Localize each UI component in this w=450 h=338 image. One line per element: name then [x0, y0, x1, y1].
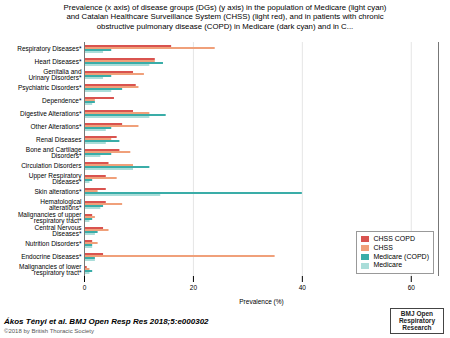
svg-text:Psychiatric Disorders*: Psychiatric Disorders* [18, 84, 82, 92]
html-text:Malignancies of upper: Malignancies of upper [17, 210, 82, 218]
svg-text:60: 60 [408, 284, 416, 291]
svg-text:20: 20 [190, 284, 198, 291]
svg-text:Other Alterations*: Other Alterations* [31, 123, 82, 130]
svg-text:Central NervousDiseases*: Central NervousDiseases* [35, 224, 83, 238]
svg-text:Respiratory Diseases*: Respiratory Diseases* [17, 45, 82, 53]
html-text:CHSS: CHSS [373, 243, 393, 251]
html-text:Medicare (COPD): Medicare (COPD) [373, 252, 429, 260]
svg-text:Bone and CartilageDisorders*: Bone and CartilageDisorders* [26, 146, 82, 160]
html-text:BMJ Open Respiratory Research: BMJ Open Respiratory Research [398, 310, 435, 331]
svg-text:Prevalence (%): Prevalence (%) [239, 298, 283, 306]
svg-text:Genitalia andUrinary Disorders: Genitalia andUrinary Disorders* [28, 68, 82, 83]
svg-text:Endocrine Diseases*: Endocrine Diseases* [21, 253, 82, 260]
html-text:respiratory tract*: respiratory tract* [33, 217, 82, 225]
svg-text:Heart Diseases*: Heart Diseases* [35, 58, 82, 65]
html-text:CHSS COPD: CHSS COPD [373, 235, 415, 242]
svg-text:Nutrition Disorders*: Nutrition Disorders* [25, 240, 82, 247]
svg-text:Circulation Disorders: Circulation Disorders [21, 162, 82, 169]
svg-text:Dependence*: Dependence* [42, 97, 82, 105]
html-text:Medicare: Medicare [373, 261, 403, 269]
svg-text:Renal Diseases: Renal Diseases [36, 136, 82, 143]
svg-text:Digestive Alterations*: Digestive Alterations* [20, 110, 82, 118]
html-text:Ákos Tényi et al. BMJ Open Res: Ákos Tényi et al. BMJ Open Resp Res 2018… [4, 317, 209, 327]
svg-text:Skin alterations*: Skin alterations* [35, 188, 82, 195]
svg-text:Upper RespiratoryDiseases*: Upper RespiratoryDiseases* [29, 172, 82, 186]
svg-text:Malignancies of lowerrespirato: Malignancies of lowerrespiratory tract* [19, 263, 82, 278]
svg-text:Hematologicalalterations*: Hematologicalalterations* [40, 198, 82, 212]
html-text:Prevalence (x axis) of disease: Prevalence (x axis) of disease groups (D… [63, 3, 387, 31]
svg-text:40: 40 [299, 284, 307, 291]
svg-text:0: 0 [83, 284, 87, 291]
html-text:©2018 by British Thoracic Soci: ©2018 by British Thoracic Society [4, 328, 94, 335]
